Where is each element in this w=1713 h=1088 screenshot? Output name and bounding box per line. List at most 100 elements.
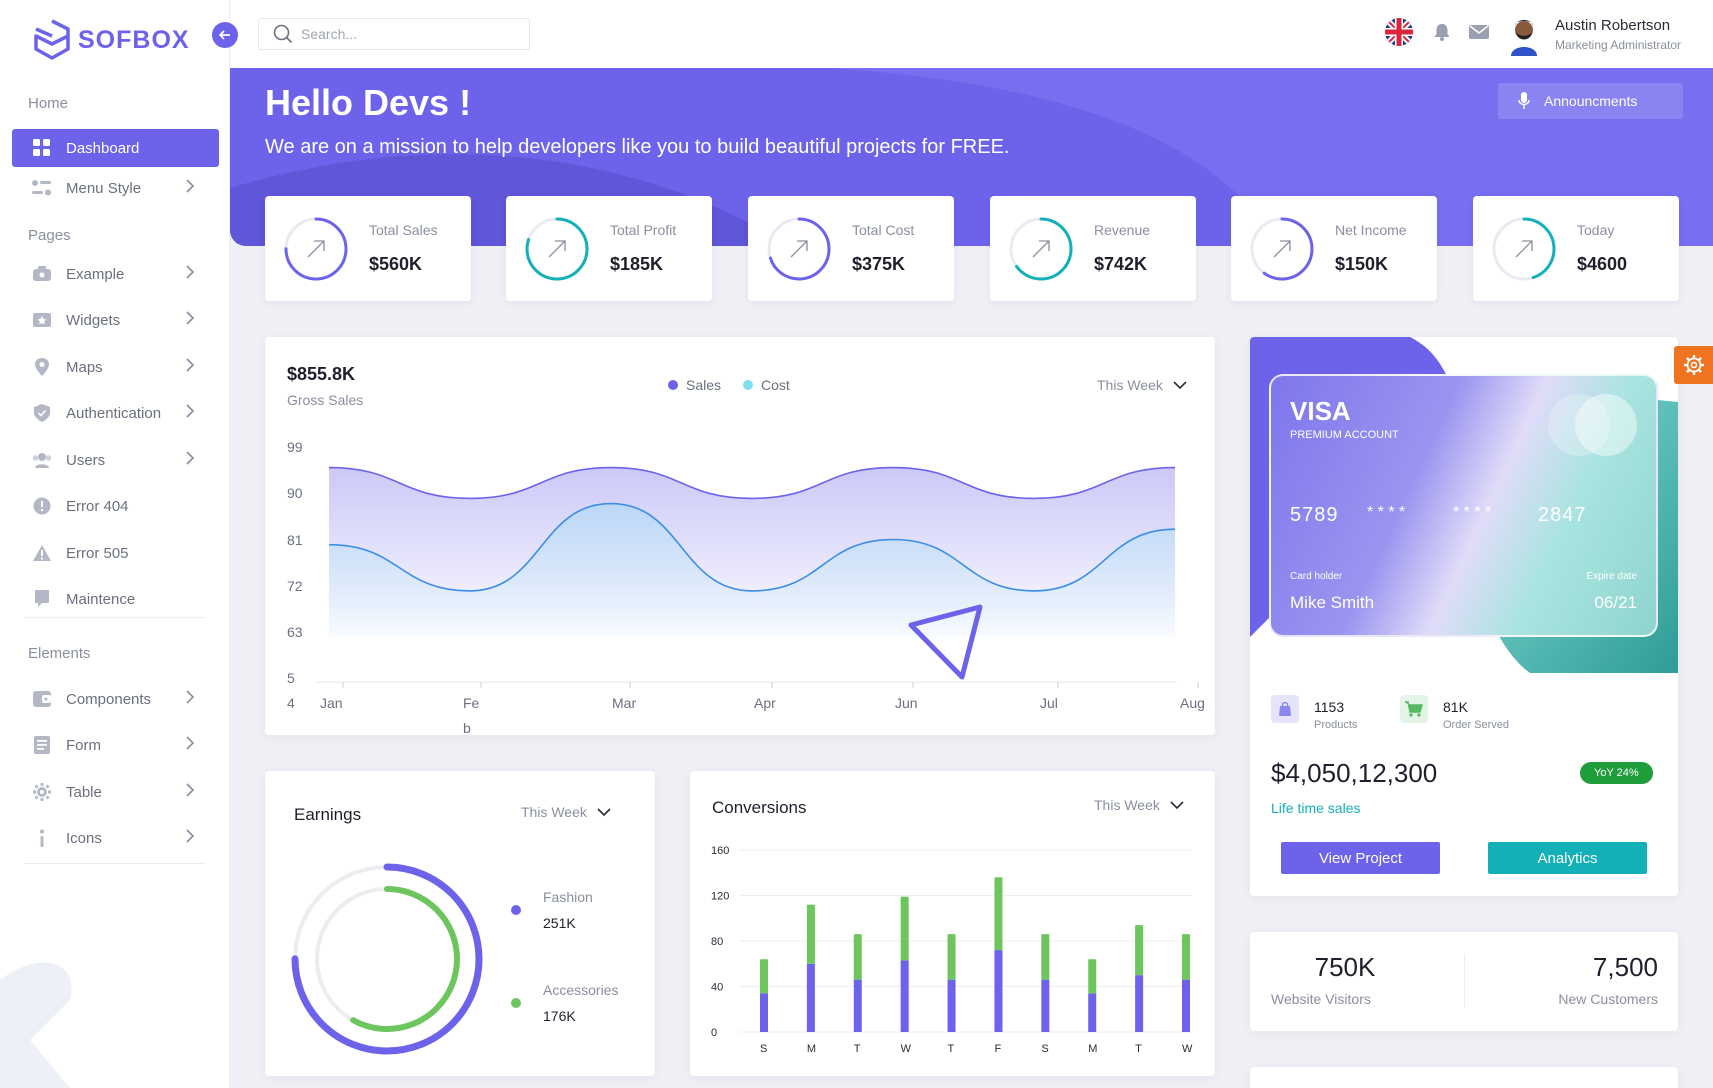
sidebar-item-form[interactable]: Form [12, 726, 219, 764]
stat-card[interactable]: Total Sales $560K [265, 196, 471, 301]
x-tick-label: T [854, 1043, 861, 1055]
bar-top [1135, 925, 1144, 976]
section-title-home: Home [28, 95, 69, 112]
legend-label: Fashion [543, 889, 593, 905]
sidebar-item-label: Table [66, 783, 102, 801]
stat-card[interactable]: Revenue $742K [990, 196, 1196, 301]
warning-icon [32, 543, 52, 563]
stat-label: Total Sales [369, 222, 438, 238]
mail-icon[interactable] [1469, 24, 1489, 45]
legend-cost: Cost [743, 377, 790, 393]
card-number-group-1: 5789 [1290, 504, 1339, 526]
sidebar-item-authentication[interactable]: Authentication [12, 394, 219, 432]
sidebar-decoration [0, 962, 72, 1088]
stat-label: Total Profit [610, 222, 677, 238]
products-value: 1153 [1314, 699, 1345, 715]
components-icon [32, 689, 52, 709]
gross-sales-card: $855.8K Gross Sales Sales Cost This Week… [265, 337, 1215, 735]
sidebar-item-error-505[interactable]: Error 505 [12, 534, 219, 572]
brand-logo[interactable]: SOFBOX [32, 18, 190, 62]
sidebar-item-icons[interactable]: Icons [12, 819, 219, 857]
sidebar-item-users[interactable]: Users [12, 441, 219, 479]
new-customers-value: 7,500 [1592, 952, 1658, 982]
sidebar-item-maps[interactable]: Maps [12, 348, 219, 386]
chevron-down-icon [1170, 801, 1184, 810]
shield-icon [32, 403, 52, 423]
visa-tier: PREMIUM ACCOUNT [1290, 429, 1399, 441]
stat-card[interactable]: Net Income $150K [1231, 196, 1437, 301]
card-number-group-3: * * * * [1453, 504, 1492, 521]
sidebar-item-table[interactable]: Table [12, 773, 219, 811]
sidebar-divider [24, 617, 206, 618]
settings-button[interactable] [1674, 346, 1713, 384]
period-dropdown[interactable]: This Week [1097, 377, 1187, 393]
sidebar-item-menu-style[interactable]: Menu Style [12, 169, 219, 207]
x-tick-label: F [994, 1043, 1001, 1055]
period-dropdown[interactable]: This Week [1094, 797, 1184, 813]
next-card [1250, 1067, 1678, 1088]
website-visitors-value: 750K [1314, 952, 1376, 982]
chevron-right-icon [185, 357, 195, 377]
uk-flag-icon[interactable] [1385, 18, 1413, 51]
y-tick-label: 90 [287, 485, 303, 501]
earnings-card: Earnings This Week Fashion 251K Accessor… [265, 771, 655, 1076]
chevron-right-icon [185, 828, 195, 848]
x-tick-label: M [1088, 1043, 1097, 1055]
sidebar-item-maintenance[interactable]: Maintence [12, 580, 219, 618]
user-role: Marketing Administrator [1555, 37, 1682, 52]
x-tick-label: S [760, 1043, 767, 1055]
sidebar-collapse-button[interactable] [212, 22, 238, 48]
period-label: This Week [1094, 797, 1160, 813]
sidebar-item-components[interactable]: Components [12, 680, 219, 718]
bell-icon[interactable] [1433, 23, 1451, 46]
widgets-icon [32, 310, 52, 330]
stat-card[interactable]: Today $4600 [1473, 196, 1679, 301]
series-line-sales [328, 466, 1176, 500]
search-box[interactable] [258, 18, 530, 50]
dashboard-icon [32, 138, 52, 158]
ring-progress [1492, 217, 1556, 281]
ring-progress [767, 217, 831, 281]
sidebar-item-widgets[interactable]: Widgets [12, 301, 219, 339]
announcements-label: Announcments [1544, 93, 1638, 109]
ring-progress [284, 217, 348, 281]
sidebar-item-example[interactable]: Example [12, 255, 219, 293]
sidebar-item-label: Dashboard [66, 139, 140, 157]
x-tick-label: Fe [463, 695, 480, 711]
lifetime-sales-link[interactable]: Life time sales [1271, 800, 1361, 816]
y-tick-label: 72 [287, 578, 303, 594]
chevron-right-icon [185, 450, 195, 470]
user-profile[interactable]: Austin Robertson Marketing Administrator [1505, 12, 1681, 56]
progress-ring [1250, 217, 1314, 281]
ring-progress [1009, 217, 1073, 281]
stat-card[interactable]: Total Cost $375K [748, 196, 954, 301]
stat-label: Today [1577, 222, 1615, 238]
bar-base [1182, 979, 1190, 1032]
x-tick-label: S [1041, 1043, 1048, 1055]
stat-value: $742K [1094, 254, 1148, 274]
bar-top [806, 904, 815, 964]
bar-top [947, 934, 956, 980]
chevron-right-icon [185, 689, 195, 709]
period-dropdown[interactable]: This Week [521, 804, 611, 820]
announcements-button[interactable]: Announcments [1498, 83, 1683, 119]
bar-base [760, 993, 768, 1032]
products-icon [1271, 695, 1299, 723]
users-icon [32, 450, 52, 470]
stat-value: $4600 [1577, 254, 1628, 274]
earnings-donut-chart [291, 863, 483, 1055]
bar-base [900, 960, 909, 1032]
stat-card[interactable]: Total Profit $185K [506, 196, 712, 301]
legend-label: Accessories [543, 982, 619, 998]
sidebar-item-dashboard[interactable]: Dashboard [12, 129, 219, 167]
bar-top [853, 934, 862, 980]
visa-card[interactable]: VISA PREMIUM ACCOUNT 5789 * * * * * * * … [1269, 374, 1658, 637]
search-input[interactable] [301, 26, 521, 42]
analytics-button[interactable]: Analytics [1488, 842, 1647, 874]
arrow-left-icon [219, 30, 230, 40]
sidebar-item-error-404[interactable]: Error 404 [12, 487, 219, 525]
view-project-button[interactable]: View Project [1281, 842, 1440, 874]
orders-value: 81K [1443, 699, 1468, 715]
y-tick-label: 81 [287, 532, 303, 548]
sidebar-item-label: Example [66, 265, 125, 283]
